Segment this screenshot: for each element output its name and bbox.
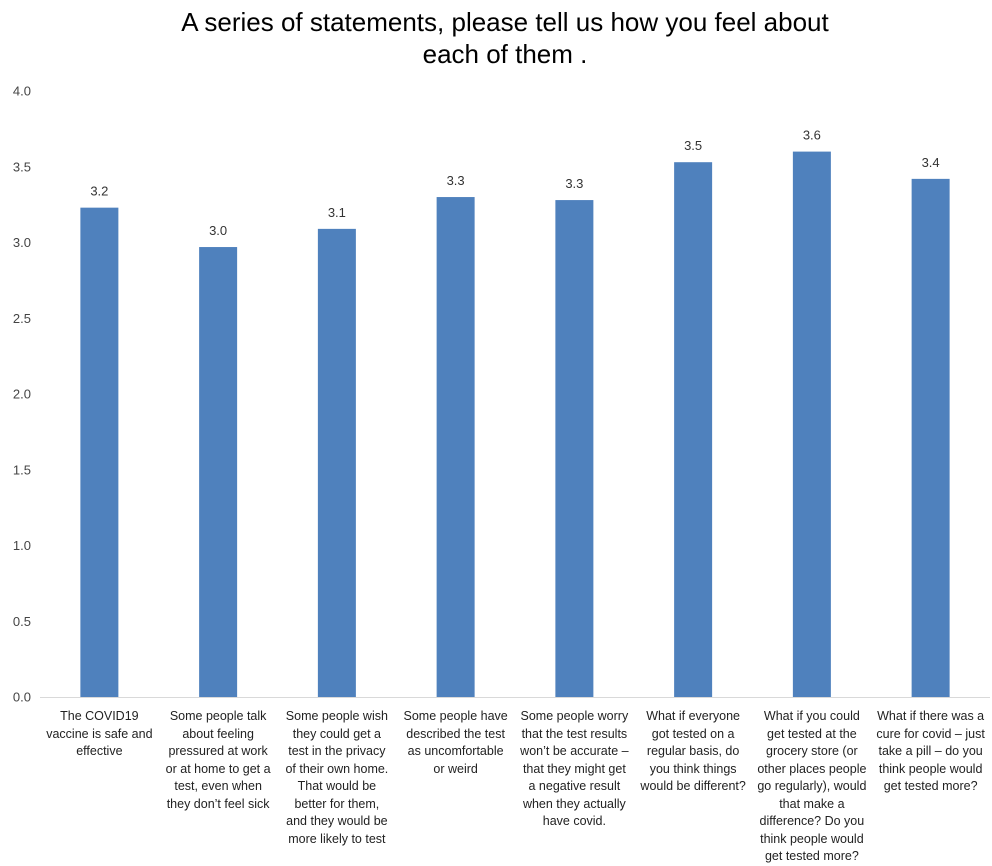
bar — [674, 162, 713, 697]
chart-title-line-2: each of them . — [422, 39, 588, 69]
chart-title: A series of statements, please tell us h… — [100, 6, 910, 70]
y-tick-label: 3.0 — [13, 235, 31, 250]
x-tick-label-line: pressured at work — [168, 744, 268, 758]
x-tick-label-line: or at home to get a — [165, 761, 271, 776]
x-tick-label-line: they don’t feel sick — [166, 796, 270, 811]
x-tick-label-line: think people would — [760, 831, 864, 846]
x-tick-label-line: that make a — [779, 796, 845, 811]
x-tick-label-line: as uncomfortable — [407, 744, 504, 758]
x-tick-label-line: Some people talk — [169, 709, 267, 723]
bar — [80, 207, 119, 697]
x-tick-label-line: of their own home. — [285, 761, 389, 776]
bar — [792, 151, 831, 698]
x-tick-label-line: described the test — [406, 726, 505, 741]
x-tick-label-line: or weird — [433, 761, 478, 776]
x-tick-label-line: that they might get — [522, 761, 626, 776]
y-tick-label: 3.5 — [13, 159, 31, 174]
x-tick-label-line: won’t be accurate – — [520, 744, 629, 758]
x-tick-label: What if everyone got tested on a regular b… — [634, 708, 753, 796]
x-tick-label-line: other places people — [757, 761, 867, 776]
data-label: 3.5 — [684, 138, 702, 153]
data-label: 3.3 — [447, 173, 465, 188]
x-tick-label-line: you think things — [649, 761, 737, 776]
x-tick-label-line: test, even when — [174, 779, 262, 793]
y-tick-label: 2.5 — [13, 311, 31, 326]
y-tick-label: 2.0 — [13, 387, 31, 402]
data-label: 3.3 — [565, 176, 583, 191]
x-tick-label-line: take a pill – do you — [878, 744, 983, 758]
x-tick-label-line: and they would be — [286, 814, 388, 828]
x-tick-label-line: get tested more? — [883, 779, 978, 793]
x-tick-label-line: better for them, — [294, 796, 380, 811]
x-tick-label-line: grocery store (or — [766, 744, 858, 758]
data-label: 3.0 — [209, 223, 227, 238]
y-tick-label: 4.0 — [13, 84, 31, 99]
x-tick-label-line: regular basis, do — [646, 744, 740, 758]
x-tick-label-line: Some people have — [403, 709, 508, 723]
chart-title-line-1: A series of statements, please tell us h… — [181, 7, 829, 37]
x-tick-label-line: go regularly), would — [757, 779, 867, 793]
data-label: 3.4 — [922, 155, 940, 170]
x-tick-label-line: when they actually — [522, 796, 626, 811]
data-label: 3.2 — [90, 184, 108, 199]
bar — [199, 247, 238, 698]
x-tick-label: The COVID19 vaccine is safe and effective — [40, 708, 159, 761]
x-tick-label: Some people have described the test as unc… — [396, 708, 515, 778]
x-tick-label-line: a negative result — [528, 779, 621, 793]
x-tick-label-line: Some people worry — [520, 709, 629, 723]
x-tick-label-line: get tested more? — [764, 849, 859, 863]
x-tick-label-line: more likely to test — [288, 831, 386, 846]
x-tick-label-line: they could get a — [292, 726, 381, 741]
y-tick-label: 1.5 — [13, 462, 31, 477]
data-label: 3.6 — [803, 128, 821, 143]
bar — [555, 200, 594, 697]
x-tick-label: Some people worry that the test results wo… — [515, 708, 634, 831]
x-tick-label-line: cure for covid – just — [876, 726, 985, 741]
y-tick-label: 0.5 — [13, 614, 31, 629]
x-tick-label-line: test in the privacy — [288, 744, 386, 758]
x-tick-label-line: Some people wish — [285, 709, 388, 723]
y-tick-label: 1.0 — [13, 538, 31, 553]
x-tick-label-line: difference? Do you — [759, 814, 865, 828]
bar — [436, 197, 475, 698]
x-tick-label: Some people wish they could get a test in … — [278, 708, 397, 848]
x-tick-label-line: What if there was a — [877, 709, 985, 723]
x-tick-label-line: vaccine is safe and — [46, 726, 153, 741]
data-label: 3.1 — [328, 205, 346, 220]
x-tick-label-line: have covid. — [542, 814, 606, 828]
x-tick-label-line: about feeling — [182, 726, 254, 741]
bar — [911, 178, 950, 697]
x-tick-label-line: would be different? — [640, 779, 746, 793]
x-tick-label-line: got tested on a — [651, 726, 735, 741]
x-tick-label: What if there was a cure for covid – just… — [871, 708, 990, 796]
x-tick-label-line: What if everyone — [646, 709, 741, 723]
x-tick-label: What if you could get tested at the grocer… — [753, 708, 872, 866]
x-tick-label: Some people talk about feeling pressured a… — [159, 708, 278, 813]
x-tick-label-line: The COVID19 — [60, 709, 139, 723]
x-tick-label-line: What if you could — [763, 709, 860, 723]
bar — [317, 228, 356, 698]
x-tick-label-line: that the test results — [521, 726, 628, 741]
x-tick-label-line: That would be — [297, 779, 377, 793]
x-tick-label-line: think people would — [878, 761, 983, 776]
x-tick-label-line: get tested at the — [767, 726, 857, 741]
x-tick-label-line: effective — [76, 744, 123, 758]
y-tick-label: 0.0 — [13, 690, 31, 705]
